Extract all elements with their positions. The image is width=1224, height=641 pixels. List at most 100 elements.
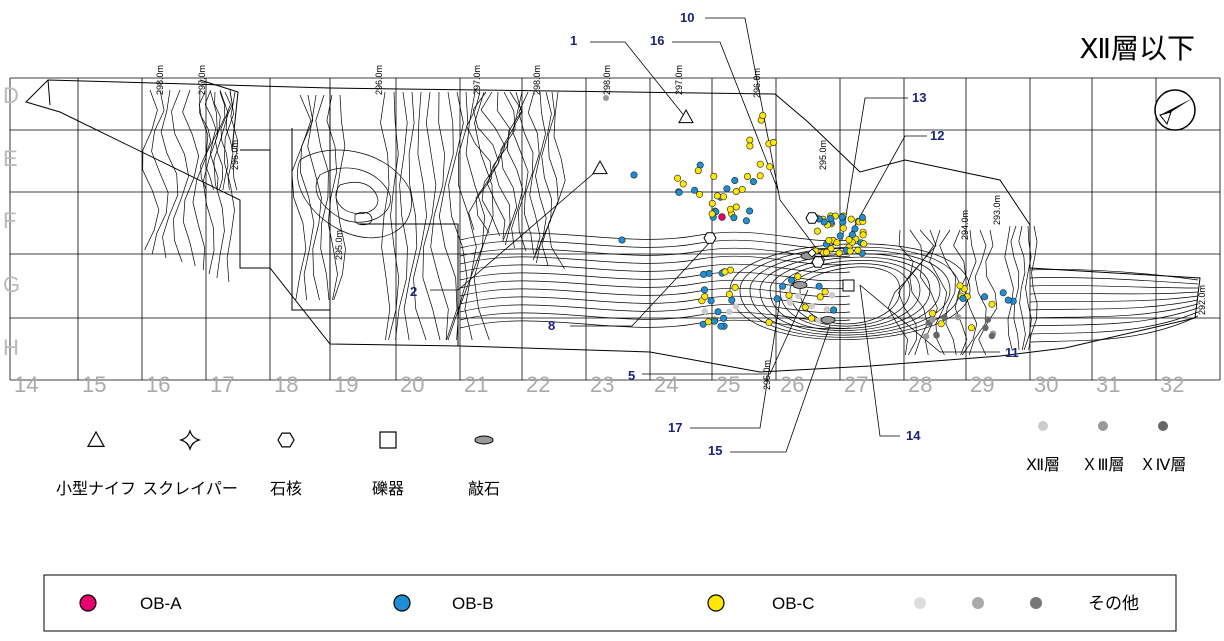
- material-dot-icon: [79, 594, 97, 612]
- artifact-point: [941, 314, 948, 321]
- callout-number: 1: [570, 33, 577, 48]
- material-legend-box: [43, 574, 1177, 632]
- artifact-point: [830, 306, 838, 314]
- callout-line: [672, 41, 779, 191]
- col-label: 31: [1096, 372, 1120, 397]
- artifact-point: [787, 276, 795, 284]
- hammer-stone-symbol: [792, 281, 808, 289]
- layer-dot-icon: [1038, 421, 1048, 431]
- contour-label: 298.0m: [155, 65, 165, 95]
- artifact-point: [691, 186, 699, 194]
- artifact-point: [929, 316, 936, 323]
- artifact-point: [743, 173, 751, 181]
- contour-label: 298.0m: [532, 65, 542, 95]
- artifact-point: [708, 200, 716, 208]
- layer-dot-icon: [1158, 421, 1168, 431]
- other-dot-icon: [972, 597, 984, 609]
- artifact-point: [696, 190, 704, 198]
- contour-label: 295.0m: [762, 360, 772, 390]
- material-legend: OB-A OB-B OB-C その他: [79, 594, 1139, 613]
- artifact-point: [815, 317, 822, 324]
- artifact-point: [723, 185, 731, 193]
- artifact-point: [833, 239, 841, 247]
- gravel-tool-symbol: [842, 279, 855, 292]
- artifact-point: [708, 210, 716, 218]
- triangle-icon: [86, 430, 106, 447]
- artifact-point: [732, 203, 740, 211]
- artifact-point: [846, 247, 854, 255]
- artifact-point: [746, 207, 754, 215]
- artifact-point: [835, 249, 843, 257]
- row-label: G: [3, 272, 20, 297]
- callout-line: [847, 135, 927, 239]
- artifact-point: [854, 246, 862, 254]
- contour-label: 298.0m: [602, 65, 612, 95]
- col-label: 29: [970, 372, 994, 397]
- callout-number: 10: [680, 10, 694, 25]
- layer-legend-item: ＸⅣ層: [1140, 421, 1186, 474]
- callout-line: [642, 289, 809, 375]
- artifact-point: [725, 290, 733, 298]
- col-label: 20: [400, 372, 424, 397]
- square-icon: [379, 431, 397, 449]
- col-label: 19: [334, 372, 358, 397]
- scraper-symbol: [807, 248, 817, 258]
- artifact-point: [820, 218, 828, 226]
- artifact-point: [808, 303, 816, 310]
- tool-legend-item: 石核: [270, 432, 302, 498]
- artifact-point: [839, 224, 847, 232]
- material-legend-label: その他: [1088, 594, 1139, 613]
- artifact-point: [749, 178, 757, 186]
- artifact-point: [701, 308, 708, 315]
- contour-label: 295.0m: [818, 140, 828, 170]
- artifact-points: [603, 95, 1017, 340]
- material-legend-item: OB-C: [707, 594, 815, 613]
- artifact-point: [922, 333, 930, 340]
- callout-number: 14: [906, 428, 921, 443]
- artifact-point: [603, 95, 609, 101]
- callout-number: 13: [912, 90, 926, 105]
- layer-legend-item: Ⅻ層: [1026, 421, 1060, 474]
- artifact-point: [815, 282, 823, 290]
- contour-lines: [142, 89, 1199, 356]
- contour-label: 296.0m: [230, 140, 240, 170]
- callout-line: [705, 17, 826, 261]
- material-dot-icon: [707, 594, 725, 612]
- artifact-point: [726, 308, 733, 315]
- artifact-point: [848, 231, 856, 239]
- artifact-point: [827, 245, 835, 253]
- artifact-point: [731, 283, 739, 291]
- artifact-point: [717, 322, 725, 330]
- layer-legend-item: ＸⅢ層: [1081, 421, 1125, 474]
- artifact-point: [836, 232, 844, 240]
- artifact-point: [928, 309, 936, 317]
- artifact-point: [769, 139, 777, 147]
- material-legend-label: OB-C: [772, 594, 815, 613]
- grid: [9, 77, 1221, 381]
- row-label: H: [3, 335, 19, 360]
- artifact-point: [816, 293, 824, 301]
- artifact-point: [794, 273, 802, 281]
- contour-label: 292.0m: [1197, 285, 1207, 315]
- hexagon-icon: [277, 432, 295, 448]
- excavation-outline: [25, 79, 1201, 373]
- callout-number: 5: [628, 368, 635, 383]
- tool-legend: 小型ナイフ スクレイパー 石核 礫器 敲石: [56, 428, 500, 498]
- artifact-point: [713, 192, 721, 200]
- artifact-point: [1004, 296, 1012, 304]
- contour-labels: 298.0m 297.0m 296.0m 296.0m 297.0m 298.0m 298.…: [155, 65, 1207, 390]
- contour-label: 296.0m: [752, 68, 762, 98]
- col-label: 15: [82, 372, 106, 397]
- layer-legend: Ⅻ層 ＸⅢ層 ＸⅣ層: [1026, 421, 1186, 474]
- artifact-point: [694, 167, 702, 175]
- col-label: 26: [780, 372, 804, 397]
- col-label: 22: [526, 372, 550, 397]
- artifact-point: [759, 112, 767, 120]
- artifact-point: [779, 282, 787, 290]
- artifact-point: [714, 308, 722, 316]
- tool-legend-item: 敲石: [468, 435, 500, 498]
- artifact-point: [847, 215, 855, 223]
- artifact-point: [808, 314, 816, 322]
- artifact-point: [746, 136, 754, 144]
- artifact-point: [707, 297, 715, 305]
